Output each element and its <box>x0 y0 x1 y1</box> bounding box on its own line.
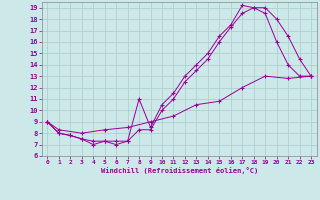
X-axis label: Windchill (Refroidissement éolien,°C): Windchill (Refroidissement éolien,°C) <box>100 167 258 174</box>
